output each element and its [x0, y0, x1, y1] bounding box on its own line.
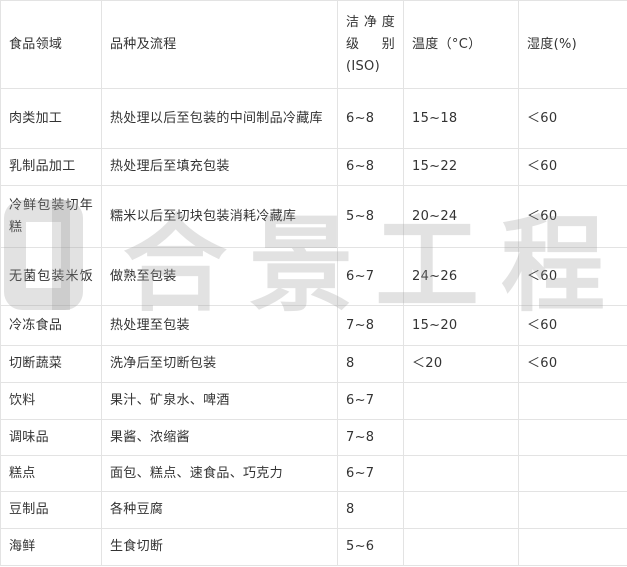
- table-row: 乳制品加工 热处理后至填充包装 6~8 15~22 ＜60: [0, 148, 627, 186]
- cell-variety-process: 果酱、浓缩酱: [101, 419, 338, 456]
- cell-food-domain: 乳制品加工: [0, 148, 102, 186]
- cell-cleanliness-class: 7~8: [337, 419, 404, 456]
- cell-variety-process: 热处理至包装: [101, 305, 338, 346]
- table-row: 豆制品 各种豆腐 8: [0, 491, 627, 529]
- cell-food-domain: 冷冻食品: [0, 305, 102, 346]
- header-variety-process: 品种及流程: [101, 0, 338, 89]
- cell-temperature: 15~20: [403, 305, 519, 346]
- table-row: 糕点 面包、糕点、速食品、巧克力 6~7: [0, 455, 627, 492]
- cell-humidity: ＜60: [518, 345, 627, 383]
- cell-humidity: ＜60: [518, 185, 627, 248]
- cell-cleanliness-class: 8: [337, 345, 404, 383]
- cell-variety-process: 生食切断: [101, 528, 338, 566]
- cell-cleanliness-class: 6~7: [337, 382, 404, 420]
- cell-temperature: [403, 419, 519, 456]
- cell-cleanliness-class: 6~7: [337, 247, 404, 306]
- table-row: 无菌包装米饭 做熟至包装 6~7 24~26 ＜60: [0, 247, 627, 306]
- cell-temperature: [403, 528, 519, 566]
- cell-temperature: 15~18: [403, 88, 519, 149]
- cell-humidity: [518, 455, 627, 492]
- cell-temperature: [403, 491, 519, 529]
- cell-cleanliness-class: 7~8: [337, 305, 404, 346]
- cell-humidity: ＜60: [518, 88, 627, 149]
- cell-variety-process: 面包、糕点、速食品、巧克力: [101, 455, 338, 492]
- cell-food-domain: 肉类加工: [0, 88, 102, 149]
- cell-cleanliness-class: 5~6: [337, 528, 404, 566]
- cell-food-domain: 豆制品: [0, 491, 102, 529]
- cell-food-domain: 切断蔬菜: [0, 345, 102, 383]
- header-cleanliness-class: 洁净度级别(ISO): [337, 0, 404, 89]
- cell-food-domain: 糕点: [0, 455, 102, 492]
- cell-humidity: ＜60: [518, 305, 627, 346]
- table-row: 调味品 果酱、浓缩酱 7~8: [0, 419, 627, 456]
- table-row: 肉类加工 热处理以后至包装的中间制品冷藏库 6~8 15~18 ＜60: [0, 88, 627, 149]
- header-humidity: 湿度(%): [518, 0, 627, 89]
- table-row: 冷鲜包装切年糕 糯米以后至切块包装消耗冷藏库 5~8 20~24 ＜60: [0, 185, 627, 248]
- cell-temperature: 20~24: [403, 185, 519, 248]
- cell-humidity: [518, 382, 627, 420]
- cell-variety-process: 各种豆腐: [101, 491, 338, 529]
- cell-food-domain: 调味品: [0, 419, 102, 456]
- header-temperature: 温度（°C）: [403, 0, 519, 89]
- cell-cleanliness-class: 6~7: [337, 455, 404, 492]
- table-row: 切断蔬菜 洗净后至切断包装 8 ＜20 ＜60: [0, 345, 627, 383]
- cell-temperature: 15~22: [403, 148, 519, 186]
- cell-temperature: [403, 382, 519, 420]
- table-row: 海鲜 生食切断 5~6: [0, 528, 627, 566]
- cell-variety-process: 糯米以后至切块包装消耗冷藏库: [101, 185, 338, 248]
- cell-cleanliness-class: 6~8: [337, 148, 404, 186]
- cell-humidity: ＜60: [518, 148, 627, 186]
- table-row: 饮料 果汁、矿泉水、啤酒 6~7: [0, 382, 627, 420]
- cell-food-domain: 无菌包装米饭: [0, 247, 102, 306]
- header-row: 食品领域 品种及流程 洁净度级别(ISO) 温度（°C） 湿度(%): [0, 0, 627, 89]
- cell-temperature: ＜20: [403, 345, 519, 383]
- cell-temperature: 24~26: [403, 247, 519, 306]
- table-row: 冷冻食品 热处理至包装 7~8 15~20 ＜60: [0, 305, 627, 346]
- header-food-domain: 食品领域: [0, 0, 102, 89]
- cell-food-domain: 冷鲜包装切年糕: [0, 185, 102, 248]
- cell-humidity: ＜60: [518, 247, 627, 306]
- cell-humidity: [518, 491, 627, 529]
- cell-humidity: [518, 419, 627, 456]
- cell-variety-process: 热处理以后至包装的中间制品冷藏库: [101, 88, 338, 149]
- cell-cleanliness-class: 6~8: [337, 88, 404, 149]
- cell-temperature: [403, 455, 519, 492]
- cell-variety-process: 果汁、矿泉水、啤酒: [101, 382, 338, 420]
- cell-cleanliness-class: 8: [337, 491, 404, 529]
- cell-food-domain: 海鲜: [0, 528, 102, 566]
- cell-variety-process: 洗净后至切断包装: [101, 345, 338, 383]
- cell-cleanliness-class: 5~8: [337, 185, 404, 248]
- cell-variety-process: 做熟至包装: [101, 247, 338, 306]
- cell-food-domain: 饮料: [0, 382, 102, 420]
- cell-variety-process: 热处理后至填充包装: [101, 148, 338, 186]
- cell-humidity: [518, 528, 627, 566]
